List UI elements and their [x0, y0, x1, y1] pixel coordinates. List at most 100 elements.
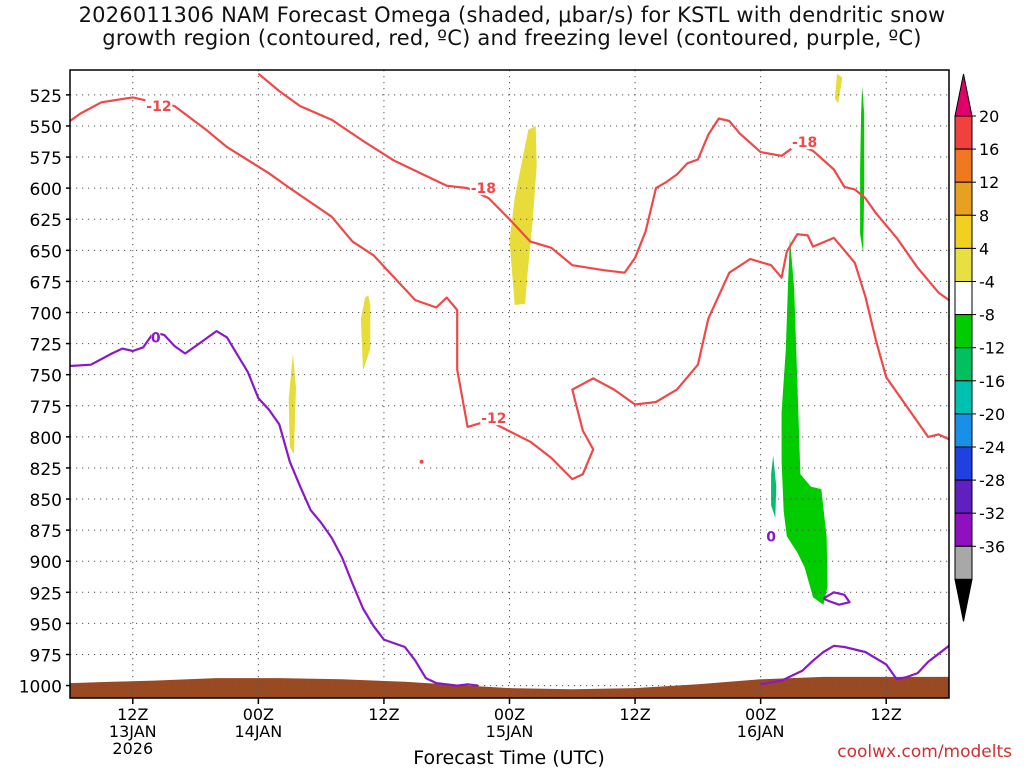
- omega-area-2: [360, 295, 371, 371]
- colorbar-label-13: -32: [979, 504, 1005, 523]
- colorbar-label-11: -24: [979, 438, 1005, 457]
- y-tick-label-950: 950: [30, 615, 62, 635]
- contour-label-bg-6: [766, 528, 776, 544]
- y-tick-label-875: 875: [30, 522, 62, 542]
- contour-labels: -12 -18 -12 -18 0 0: [145, 98, 819, 545]
- contour-label-bg-4: [791, 134, 819, 150]
- contour-line-2: [257, 72, 949, 301]
- x-tick-label-48-1: 00Z: [494, 705, 525, 724]
- colorbar-segment-4: [954, 214, 973, 249]
- colorbar-label-12: -28: [979, 471, 1005, 490]
- y-tick-label-825: 825: [30, 460, 62, 480]
- y-tick-label-850: 850: [30, 491, 62, 511]
- colorbar-segment-6: [954, 281, 973, 316]
- colorbar-label-3: 12: [979, 173, 999, 192]
- x-tick-label-72-2: 16JAN: [737, 722, 785, 741]
- colorbar-segment-10: [954, 413, 973, 448]
- y-tick-label-700: 700: [30, 304, 62, 324]
- colorbar-label-5: 4: [979, 239, 989, 258]
- chart-title: 2026011306 NAM Forecast Omega (shaded, μ…: [0, 4, 1024, 50]
- colorbar-label-1: 20: [979, 107, 999, 126]
- colorbar-label-7: -8: [979, 306, 995, 325]
- grid: [70, 70, 949, 698]
- y-tick-label-775: 775: [30, 398, 62, 418]
- colorbar-segment-8: [954, 347, 973, 382]
- colorbar-top-arrow: [954, 73, 973, 117]
- x-tick-label-24-1: 00Z: [243, 705, 274, 724]
- colorbar-segment-3: [954, 181, 973, 216]
- y-tick-label-900: 900: [30, 553, 62, 573]
- contour-line-3: [70, 330, 479, 687]
- colorbar-segment-9: [954, 380, 973, 415]
- colorbar-label-6: -4: [979, 273, 995, 292]
- colorbar-label-9: -16: [979, 372, 1005, 391]
- omega-area-1: [509, 126, 537, 305]
- colorbar-label-8: -12: [979, 339, 1005, 358]
- omega-area-5: [781, 237, 828, 605]
- y-tick-label-525: 525: [30, 87, 62, 107]
- y-tick-label-650: 650: [30, 242, 62, 262]
- x-tick-label-24-2: 14JAN: [234, 722, 282, 741]
- colorbar: 20 16 12 8 4 -4 -8 -12 -16 -20 -24 -28 -32 -36: [954, 73, 1005, 622]
- x-tick-label-60-1: 12Z: [619, 705, 650, 724]
- ground-fill: [70, 676, 949, 698]
- contour-label-1: -12: [146, 99, 171, 115]
- contour-label-bg-5: [151, 329, 161, 345]
- plot-frame: [69, 69, 950, 699]
- contour-label-bg-1: [145, 98, 173, 114]
- y-tick-label-625: 625: [30, 211, 62, 231]
- contour-label-5: 0: [151, 330, 161, 346]
- credit-text: coolwx.com/modelts: [837, 742, 1012, 762]
- contour-label-4: -18: [792, 135, 817, 151]
- y-tick-label-975: 975: [30, 646, 62, 666]
- y-tick-label-800: 800: [30, 429, 62, 449]
- contour-label-2: -18: [471, 181, 496, 197]
- contour-label-bg-3: [480, 410, 508, 426]
- contour-label-bg-2: [469, 180, 497, 196]
- colorbar-label-10: -20: [979, 405, 1005, 424]
- omega-shading: [288, 73, 865, 605]
- x-tick-label-72-1: 00Z: [745, 705, 776, 724]
- colorbar-segment-13: [954, 512, 973, 547]
- x-tick-label-12-3: 2026: [112, 739, 153, 758]
- colorbar-segment-2: [954, 148, 973, 183]
- contour-line-1: [70, 96, 949, 481]
- x-tick-label-84-1: 12Z: [871, 705, 902, 724]
- omega-area-7: [771, 455, 777, 518]
- colorbar-segment-14: [954, 545, 973, 580]
- y-tick-label-575: 575: [30, 149, 62, 169]
- x-tick-label-48-2: 15JAN: [486, 722, 534, 741]
- contour-label-6: 0: [766, 529, 776, 545]
- chart-title-line-2: growth region (contoured, red, ºC) and f…: [102, 26, 922, 50]
- colorbar-segment-7: [954, 314, 973, 349]
- contour-line-5: [822, 591, 851, 606]
- colorbar-label-14: -36: [979, 537, 1005, 556]
- x-axis-label: Forecast Time (UTC): [413, 747, 604, 768]
- colorbar-segment-5: [954, 247, 973, 282]
- chart-title-line-1: 2026011306 NAM Forecast Omega (shaded, μ…: [78, 3, 946, 27]
- omega-area-6: [860, 86, 865, 253]
- colorbar-label-4: 8: [979, 206, 989, 225]
- y-tick-label-925: 925: [30, 584, 62, 604]
- colorbar-label-2: 16: [979, 140, 999, 159]
- contour-line-4: [760, 644, 949, 686]
- y-tick-label-675: 675: [30, 273, 62, 293]
- contours: [70, 72, 949, 687]
- omega-area-4: [834, 73, 843, 104]
- contour-label-3: -12: [481, 411, 506, 427]
- x-tick-label-12-2: 13JAN: [109, 722, 157, 741]
- y-tick-label-750: 750: [30, 367, 62, 387]
- colorbar-segment-11: [954, 446, 973, 481]
- colorbar-segment-1: [954, 115, 973, 150]
- y-tick-label-550: 550: [30, 118, 62, 138]
- y-tick-label-725: 725: [30, 336, 62, 356]
- contour-dot: [419, 459, 424, 464]
- ground-terrain: [70, 676, 949, 698]
- omega-area-3: [288, 353, 296, 455]
- colorbar-segment-12: [954, 479, 973, 514]
- x-tick-label-36-1: 12Z: [368, 705, 399, 724]
- y-tick-label-600: 600: [30, 180, 62, 200]
- x-tick-label-12-1: 12Z: [117, 705, 148, 724]
